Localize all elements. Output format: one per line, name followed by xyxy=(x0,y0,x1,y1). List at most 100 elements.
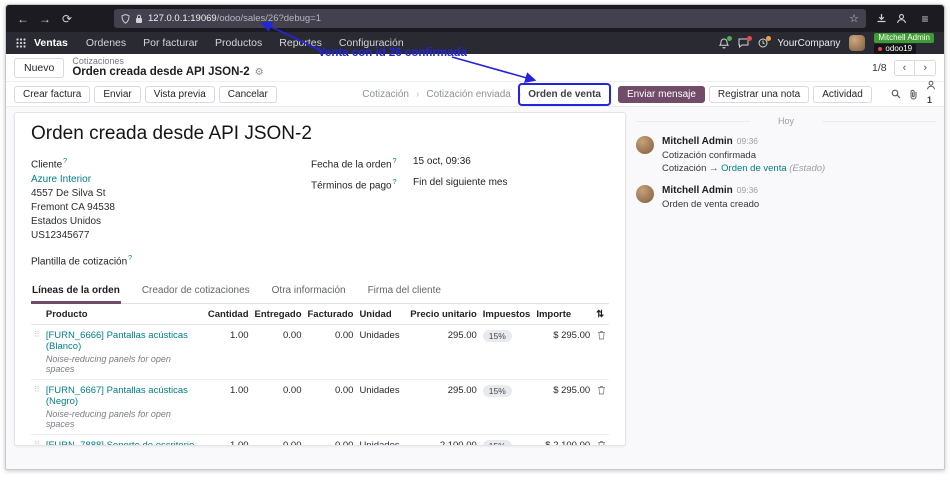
new-button[interactable]: Nuevo xyxy=(14,57,65,78)
send-message-button[interactable]: Enviar mensaje xyxy=(618,85,705,103)
apps-grid-icon[interactable] xyxy=(16,38,26,48)
drag-handle-icon[interactable]: ⠿ xyxy=(31,379,43,435)
price-cell[interactable]: 295.00 xyxy=(407,324,480,380)
uom-cell[interactable]: Unidades xyxy=(356,324,408,380)
help-icon[interactable]: ? xyxy=(392,179,397,187)
col-delivered[interactable]: Entregado xyxy=(251,303,305,325)
create-invoice-button[interactable]: Crear factura xyxy=(14,85,91,103)
delete-line-icon[interactable] xyxy=(593,434,609,445)
delete-line-icon[interactable] xyxy=(593,379,609,435)
menu-orders[interactable]: Ordenes xyxy=(85,37,127,49)
bookmark-star-icon[interactable]: ☆ xyxy=(849,13,859,25)
activity-button[interactable]: Actividad xyxy=(813,85,872,103)
customer-link[interactable]: Azure Interior xyxy=(31,174,92,186)
status-sales-order[interactable]: Orden de venta xyxy=(518,82,611,106)
qty-cell[interactable]: 1.00 xyxy=(204,434,252,445)
delivered-cell: 0.00 xyxy=(251,324,305,380)
product-link[interactable]: [FURN_6667] Pantallas acústicas (Negro) xyxy=(45,384,188,407)
log-note-button[interactable]: Registrar una nota xyxy=(708,85,810,103)
price-cell[interactable]: 295.00 xyxy=(407,379,480,435)
cancel-button[interactable]: Cancelar xyxy=(218,85,277,103)
app-name[interactable]: Ventas xyxy=(34,37,68,49)
menu-settings[interactable]: Configuración xyxy=(338,37,404,49)
col-product[interactable]: Producto xyxy=(42,303,205,325)
main-content: Orden creada desde API JSON-2 Cliente? A… xyxy=(6,107,944,469)
activity-badge xyxy=(766,36,772,41)
drag-handle-icon[interactable]: ⠿ xyxy=(31,324,43,380)
status-quotation-sent[interactable]: Cotización enviada xyxy=(426,88,511,100)
account-icon[interactable] xyxy=(896,13,907,24)
uom-cell[interactable]: Unidades xyxy=(356,379,408,435)
col-invoiced[interactable]: Facturado xyxy=(304,303,357,325)
col-amount[interactable]: Importe xyxy=(533,303,594,325)
chatter-message: Mitchell Admin 09:36 Cotización confirmad… xyxy=(636,136,936,175)
customer-address-line: US12345677 xyxy=(31,230,90,242)
avatar[interactable] xyxy=(636,136,654,154)
col-uom[interactable]: Unidad xyxy=(356,303,408,325)
browser-window: ← → ⟳ 127.0.0.1:19069/odoo/sales/26?debu… xyxy=(5,4,945,470)
col-taxes[interactable]: Impuestos xyxy=(479,303,534,325)
order-line-row[interactable]: ⠿ [FURN_6666] Pantallas acústicas (Blanc… xyxy=(31,324,609,380)
payment-terms-value[interactable]: Fin del siguiente mes xyxy=(413,177,508,189)
url-bar[interactable]: 127.0.0.1:19069/odoo/sales/26?debug=1 ☆ xyxy=(114,9,866,28)
order-line-row[interactable]: ⠿ [FURN_6667] Pantallas acústicas (Negro… xyxy=(31,379,609,435)
menu-icon[interactable]: ≡ xyxy=(921,11,929,26)
url-text[interactable]: 127.0.0.1:19069/odoo/sales/26?debug=1 xyxy=(148,13,844,24)
search-icon[interactable] xyxy=(891,89,901,99)
tab-other-info[interactable]: Otra información xyxy=(271,284,346,296)
quotation-template-label: Plantilla de cotización? xyxy=(31,255,133,268)
bell-icon[interactable] xyxy=(719,35,733,49)
statusbar: Cotización Cotización enviada Orden de v… xyxy=(355,82,611,106)
tab-order-lines[interactable]: Líneas de la orden xyxy=(31,280,121,304)
chat-icon[interactable] xyxy=(738,36,753,48)
tab-quote-builder[interactable]: Creador de cotizaciones xyxy=(141,284,250,296)
pager-next-icon[interactable]: › xyxy=(914,60,935,75)
preview-button[interactable]: Vista previa xyxy=(144,85,215,103)
drag-handle-icon[interactable]: ⠿ xyxy=(31,434,43,445)
amount-cell: $ 295.00 xyxy=(533,324,594,380)
company-switcher[interactable]: YourCompany xyxy=(777,37,841,49)
delivered-cell: 0.00 xyxy=(251,379,305,435)
back-icon[interactable]: ← xyxy=(17,11,29,26)
breadcrumb-current: Orden creada desde API JSON-2 ⚙ xyxy=(72,66,264,79)
order-title[interactable]: Orden creada desde API JSON-2 xyxy=(31,123,312,144)
forward-icon[interactable]: → xyxy=(39,11,51,26)
paperclip-icon[interactable] xyxy=(909,89,918,100)
breadcrumb-parent[interactable]: Cotizaciones xyxy=(72,55,124,66)
avatar[interactable] xyxy=(636,185,654,203)
product-description: Noise-reducing panels for open spaces xyxy=(45,353,171,374)
col-qty[interactable]: Cantidad xyxy=(204,303,252,325)
help-icon[interactable]: ? xyxy=(392,158,397,165)
menu-to-invoice[interactable]: Por facturar xyxy=(143,37,198,49)
odoo-navbar: Ventas Ordenes Por facturar Productos Re… xyxy=(6,32,944,54)
uom-cell[interactable]: Unidades xyxy=(356,434,408,445)
reload-icon[interactable]: ⟳ xyxy=(61,11,73,26)
price-cell[interactable]: 2,100.00 xyxy=(407,434,480,445)
send-button[interactable]: Enviar xyxy=(94,85,141,103)
sale-order-form: Orden creada desde API JSON-2 Cliente? A… xyxy=(14,112,626,446)
help-icon[interactable]: ? xyxy=(128,255,133,263)
pager-previous-icon[interactable]: ‹ xyxy=(894,60,915,75)
tab-customer-signature[interactable]: Firma del cliente xyxy=(367,284,441,296)
help-icon[interactable]: ? xyxy=(63,158,68,165)
optional-columns-icon[interactable]: ⇅ xyxy=(593,303,609,325)
product-link[interactable]: [FURN_6666] Pantallas acústicas (Blanco) xyxy=(45,329,188,352)
tax-badge[interactable]: 15% xyxy=(482,384,512,397)
actions-gear-icon[interactable]: ⚙ xyxy=(254,66,264,78)
qty-cell[interactable]: 1.00 xyxy=(204,324,252,380)
download-icon[interactable] xyxy=(876,13,887,24)
qty-cell[interactable]: 1.00 xyxy=(204,379,252,435)
delete-line-icon[interactable] xyxy=(593,324,609,380)
order-line-row[interactable]: ⠿ [FURN_7888] Soporte de escritorio con … xyxy=(31,434,609,446)
tax-badge[interactable]: 15% xyxy=(482,439,512,445)
followers-icon[interactable]: 1 xyxy=(926,80,936,108)
status-quotation[interactable]: Cotización xyxy=(362,88,409,100)
tax-badge[interactable]: 15% xyxy=(482,329,512,342)
col-price[interactable]: Precio unitario xyxy=(407,303,480,325)
product-link[interactable]: [FURN_7888] Soporte de escritorio con pa… xyxy=(45,439,195,446)
user-avatar[interactable] xyxy=(849,35,866,51)
user-menu[interactable]: Mitchell Admin odoo19 xyxy=(874,32,934,54)
order-date-value[interactable]: 15 oct, 09:36 xyxy=(413,156,471,167)
menu-products[interactable]: Productos xyxy=(215,37,263,49)
activity-clock-icon[interactable] xyxy=(758,36,772,48)
